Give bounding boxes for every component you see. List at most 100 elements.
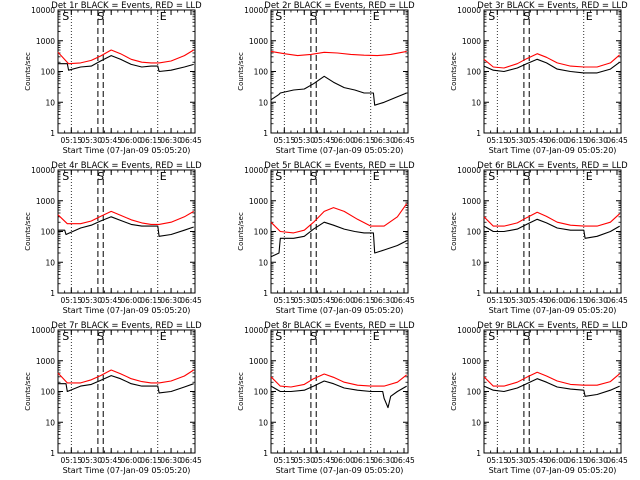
x-tick-label: 06:00 — [546, 296, 568, 305]
x-tick-label: 06:45 — [180, 296, 202, 305]
y-tick-label: 10000 — [457, 166, 481, 175]
x-tick-label: 05:15 — [273, 136, 295, 145]
y-tick-label: 10 — [471, 98, 481, 107]
x-tick-label: 06:45 — [393, 456, 415, 465]
y-tick-label: 10000 — [244, 326, 268, 335]
y-axis-label: Counts/sec — [237, 372, 245, 411]
y-tick-label: 100 — [254, 388, 269, 397]
y-tick-label: 1 — [476, 129, 481, 138]
lld-series-line — [270, 373, 408, 388]
x-axis-label: Start Time (07-Jan-09 05:05:20) — [63, 466, 191, 475]
start-marker: S — [488, 10, 495, 23]
y-tick-label: 1 — [476, 289, 481, 298]
lld-series-line — [57, 369, 194, 384]
chart-title: Det 2r BLACK = Events, RED = LLD — [264, 1, 415, 11]
x-tick-label: 06:30 — [373, 456, 395, 465]
x-tick-label: 06:00 — [546, 456, 568, 465]
chart-title: Det 4r BLACK = Events, RED = LLD — [51, 161, 202, 171]
x-tick-label: 06:00 — [120, 136, 142, 145]
lld-series-line — [483, 211, 621, 227]
x-tick-label: 05:30 — [80, 296, 102, 305]
events-series-line — [270, 380, 407, 409]
y-tick-label: 1 — [476, 449, 481, 458]
x-tick-label: 05:45 — [100, 136, 122, 145]
start-marker: S — [523, 330, 530, 343]
x-axis-label: Start Time (07-Jan-09 05:05:20) — [489, 146, 617, 155]
events-series-line — [58, 55, 194, 73]
lld-series-line — [57, 49, 194, 65]
x-tick-label: 06:15 — [353, 136, 375, 145]
lld-series-line — [270, 50, 407, 57]
y-tick-label: 1000 — [249, 37, 268, 46]
start-marker: S — [97, 170, 104, 183]
y-tick-label: 1000 — [462, 357, 481, 366]
x-tick-label: 05:45 — [100, 456, 122, 465]
x-tick-label: 06:45 — [180, 456, 202, 465]
start-marker: S — [62, 330, 69, 343]
events-series-line — [483, 378, 620, 397]
y-tick-label: 1 — [263, 129, 268, 138]
x-tick-label: 05:45 — [526, 296, 548, 305]
y-tick-label: 100 — [467, 68, 482, 77]
y-tick-label: 10 — [471, 418, 481, 427]
y-tick-label: 10000 — [457, 326, 481, 335]
start-marker: S — [97, 330, 104, 343]
y-tick-label: 1 — [263, 449, 268, 458]
x-tick-label: 05:15 — [486, 136, 508, 145]
x-tick-label: 05:15 — [273, 456, 295, 465]
y-tick-label: 10 — [45, 418, 55, 427]
y-tick-label: 100 — [41, 388, 56, 397]
x-tick-label: 05:45 — [526, 136, 548, 145]
y-tick-label: 10000 — [31, 6, 55, 15]
x-tick-label: 05:30 — [293, 136, 315, 145]
y-tick-label: 10 — [45, 258, 55, 267]
x-tick-label: 06:15 — [353, 296, 375, 305]
x-tick-label: 05:30 — [506, 456, 528, 465]
x-tick-label: 06:30 — [160, 456, 182, 465]
x-tick-label: 06:45 — [606, 136, 628, 145]
chart-title: Det 8r BLACK = Events, RED = LLD — [264, 321, 415, 331]
x-axis-label: Start Time (07-Jan-09 05:05:20) — [489, 466, 617, 475]
chart-panel-2: Det 2r BLACK = Events, RED = LLD 1 10 100 10… — [237, 1, 415, 155]
start-marker: S — [523, 10, 530, 23]
start-marker: S — [97, 10, 104, 23]
y-tick-label: 10 — [471, 258, 481, 267]
y-tick-label: 10 — [258, 258, 268, 267]
y-axis-label: Counts/sec — [237, 212, 245, 251]
events-series-line — [483, 218, 620, 239]
chart-panel-9: Det 9r BLACK = Events, RED = LLD 1 10 100 10… — [450, 321, 628, 475]
lld-series-line — [270, 203, 408, 234]
events-series-line — [58, 216, 194, 237]
y-axis-label: Counts/sec — [24, 212, 32, 251]
x-tick-label: 06:45 — [393, 136, 415, 145]
x-tick-label: 05:45 — [526, 456, 548, 465]
start-marker: S — [310, 10, 317, 23]
y-tick-label: 1 — [50, 449, 55, 458]
x-tick-label: 06:15 — [566, 456, 588, 465]
end-marker: E — [160, 170, 167, 183]
lld-series-line — [483, 53, 621, 69]
start-marker: S — [310, 170, 317, 183]
y-tick-label: 100 — [254, 228, 269, 237]
x-tick-label: 05:15 — [60, 456, 82, 465]
end-marker: E — [586, 170, 593, 183]
x-tick-label: 06:30 — [586, 296, 608, 305]
chart-title: Det 9r BLACK = Events, RED = LLD — [477, 321, 628, 331]
x-tick-label: 06:15 — [140, 456, 162, 465]
x-tick-label: 05:15 — [60, 136, 82, 145]
plot-frame — [57, 329, 196, 454]
x-tick-label: 06:15 — [566, 296, 588, 305]
x-tick-label: 06:30 — [586, 456, 608, 465]
x-tick-label: 06:45 — [393, 296, 415, 305]
y-tick-label: 10 — [258, 98, 268, 107]
end-marker: E — [586, 10, 593, 23]
events-series-line — [58, 375, 194, 394]
x-tick-label: 06:00 — [333, 136, 355, 145]
end-marker: E — [160, 330, 167, 343]
lld-series-line — [57, 210, 194, 225]
end-marker: E — [160, 10, 167, 23]
y-tick-label: 10000 — [244, 6, 268, 15]
lld-series-line — [483, 371, 621, 387]
x-tick-label: 06:45 — [180, 136, 202, 145]
